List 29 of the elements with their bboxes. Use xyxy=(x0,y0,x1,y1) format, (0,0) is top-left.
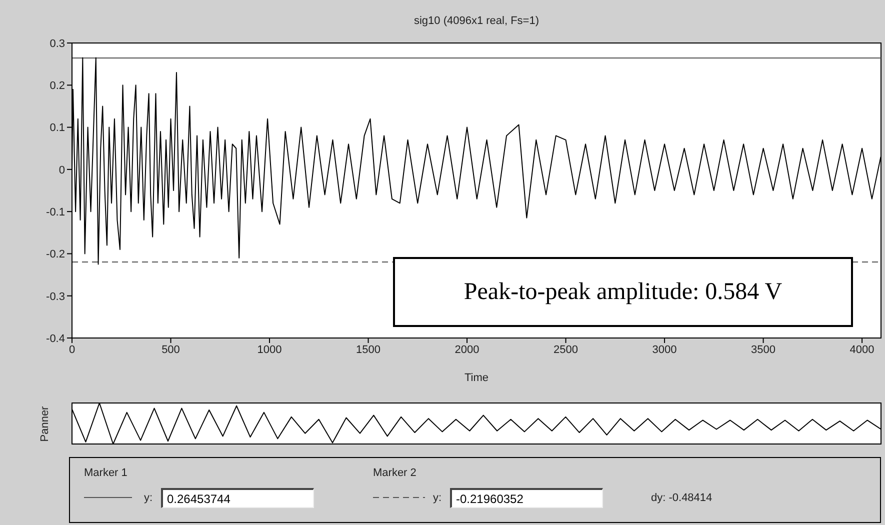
text: y: xyxy=(144,492,153,504)
y-tick-label: -0.2 xyxy=(46,248,65,261)
x-tick-label: 3500 xyxy=(751,344,776,356)
x-axis-title: Time xyxy=(463,372,490,384)
x-tick-label: 4000 xyxy=(850,344,874,356)
x-tick-label: 2000 xyxy=(454,344,480,356)
text: Marker 2 xyxy=(373,467,416,479)
chart-title: sig10 (4096x1 real, Fs=1) xyxy=(412,15,540,27)
x-tick-label: 500 xyxy=(162,344,180,356)
text: Marker 1 xyxy=(84,467,128,479)
text: dy: -0.48414 xyxy=(651,492,712,504)
y-tick-label: -0.1 xyxy=(46,206,65,218)
text: 0.26453744 xyxy=(167,492,230,506)
x-tick-label: 1000 xyxy=(257,344,282,356)
x-tick-label: 3000 xyxy=(652,344,677,356)
text: y: xyxy=(433,492,442,504)
y-tick-label: -0.3 xyxy=(46,290,65,303)
x-tick-label: 1500 xyxy=(356,344,381,356)
x-tick-label: 2500 xyxy=(554,344,578,356)
y-tick-label: 0.3 xyxy=(50,38,65,50)
note-box: Peak-to-peak amplitude: 0.584 V xyxy=(393,257,853,327)
y-axis-title: Panner xyxy=(39,406,51,442)
y-tick-label: -0.4 xyxy=(46,332,65,345)
y-tick-label: 0.1 xyxy=(50,122,65,134)
text: -0.21960352 xyxy=(456,492,524,506)
annotation: Peak-to-peak amplitude: 0.584 V xyxy=(464,278,782,306)
y-tick-label: 0.2 xyxy=(50,80,65,92)
y-tick-label: 0 xyxy=(58,164,65,176)
x-tick-label: 0 xyxy=(68,344,76,356)
